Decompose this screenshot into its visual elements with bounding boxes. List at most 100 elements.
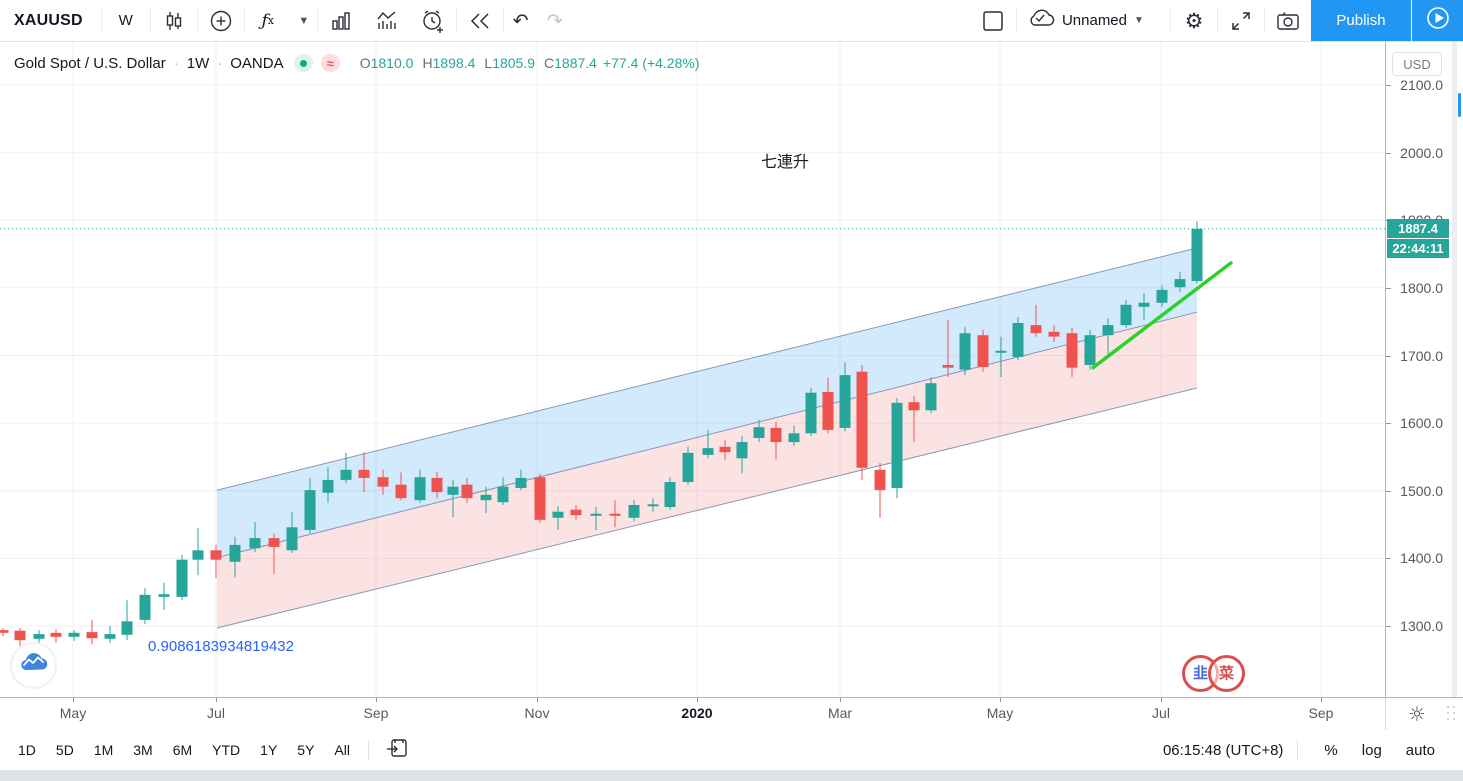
candle-body (891, 402, 903, 488)
legend-separator: · (217, 54, 223, 72)
candle-body (1156, 289, 1168, 303)
axis-settings-button[interactable]: ☼ (1408, 702, 1426, 726)
candle-body (805, 392, 817, 434)
chart-canvas[interactable]: 七連升 0.9086183934819432 (0, 42, 1385, 697)
x-axis-label: 2020 (681, 705, 713, 721)
open-value: 1810.0 (370, 55, 414, 71)
range-6m-button[interactable]: 6M (172, 742, 193, 758)
compare-button[interactable] (198, 0, 244, 41)
time-axis[interactable]: ☼ May Jul Sep Nov 2020 Mar May Jul Sep (0, 697, 1463, 731)
range-3m-button[interactable]: 3M (133, 742, 153, 758)
goto-date-button[interactable] (377, 730, 417, 771)
bar-replay-button[interactable] (457, 0, 503, 41)
right-scroll-track[interactable] (1452, 42, 1457, 697)
y-axis-label: 1800.0 (1400, 279, 1443, 296)
legend-exchange: OANDA (230, 54, 284, 72)
percent-scale-button[interactable]: % (1324, 741, 1338, 759)
range-1m-button[interactable]: 1M (93, 742, 114, 758)
x-axis-label: May (986, 705, 1014, 721)
interval-button[interactable]: W (118, 12, 133, 29)
auto-scale-button[interactable]: auto (1405, 741, 1435, 759)
chart-pane: 七連升 0.9086183934819432 Gold Spot / U.S. D… (0, 42, 1463, 697)
stamp-right-char: 菜 (1218, 665, 1234, 682)
annotation-text: 七連升 (761, 153, 809, 171)
forecast-zigzag-icon (375, 9, 399, 33)
high-value: 1898.4 (432, 55, 476, 71)
y-axis-label: 1700.0 (1400, 347, 1443, 364)
price-axis[interactable]: USD 1887.4 22:44:11 2100.02000.01900.018… (1385, 42, 1451, 697)
layout-chevron-icon[interactable]: ▼ (1134, 15, 1144, 26)
y-axis-tick (1386, 287, 1391, 289)
candle-body (395, 484, 407, 499)
candle-body (461, 484, 473, 499)
range-5y-button[interactable]: 5Y (297, 742, 315, 758)
session-clock[interactable]: 06:15:48 (UTC+8) (1162, 741, 1284, 759)
save-layout-button[interactable]: Unnamed ▼ (1017, 0, 1170, 41)
candle-body (1138, 302, 1150, 307)
publish-play-button[interactable] (1412, 0, 1463, 41)
publish-button[interactable]: Publish (1311, 0, 1411, 41)
candle-body (121, 621, 133, 635)
stamp-logo: 韭 菜 (1182, 655, 1245, 692)
channel-ratio-label: 0.9086183934819432 (148, 638, 294, 655)
chart-watermark-logo[interactable] (10, 642, 57, 689)
candle-body (414, 477, 426, 501)
candle-body (68, 632, 80, 637)
approx-icon: ≈ (326, 55, 334, 71)
chart-type-button[interactable] (151, 0, 197, 41)
candle-body (942, 365, 954, 368)
symbol-button[interactable]: XAUUSD (14, 11, 83, 29)
right-scroll-thumb[interactable] (1458, 93, 1461, 117)
y-axis-label: 1400.0 (1400, 550, 1443, 567)
templates-button[interactable] (364, 0, 410, 41)
channel-upper-fill (217, 248, 1197, 558)
market-status-pill[interactable] (293, 54, 313, 72)
candle-body (33, 634, 45, 639)
alert-button[interactable] (410, 0, 456, 41)
last-price-tag: 1887.4 (1387, 218, 1449, 238)
financials-button[interactable] (318, 0, 364, 41)
toolbar-divider (367, 740, 369, 760)
x-axis-tick (216, 698, 217, 702)
range-1y-button[interactable]: 1Y (260, 742, 278, 758)
range-all-button[interactable]: All (334, 742, 350, 758)
y-axis-label: 1600.0 (1400, 415, 1443, 432)
y-axis-tick (1386, 423, 1391, 425)
legend-interval: 1W (186, 54, 210, 72)
approximation-pill[interactable]: ≈ (320, 54, 340, 72)
candle-body (139, 594, 151, 620)
chart-legend[interactable]: Gold Spot / U.S. Dollar · 1W · OANDA ≈ O… (14, 54, 699, 72)
candle-body (1191, 228, 1203, 282)
candle-body (377, 477, 389, 487)
candle-body (515, 477, 527, 488)
candle-body (14, 630, 26, 641)
fullscreen-button[interactable] (1218, 0, 1264, 41)
layout-button[interactable] (970, 0, 1016, 41)
y-axis-label: 2000.0 (1400, 144, 1443, 161)
axis-drag-handle-icon[interactable] (1443, 699, 1461, 729)
candle-body (1084, 335, 1096, 365)
x-axis-tick (697, 698, 698, 702)
bottom-toolbar: 1D 5D 1M 3M 6M YTD 1Y 5Y All 06:15:48 (U… (0, 730, 1463, 771)
toolbar-spacer (572, 0, 970, 41)
chart-settings-button[interactable]: ⚙ (1171, 0, 1217, 41)
currency-button[interactable]: USD (1392, 52, 1442, 76)
range-ytd-button[interactable]: YTD (212, 742, 241, 758)
candle-body (340, 469, 352, 480)
x-axis-label: Jul (207, 705, 225, 721)
toolbar-divider (1015, 8, 1017, 33)
indicators-chevron-icon[interactable]: ▼ (298, 14, 310, 27)
candle-body (1174, 279, 1186, 288)
redo-button[interactable]: ↷ (546, 9, 563, 32)
range-1d-button[interactable]: 1D (18, 742, 36, 758)
log-scale-button[interactable]: log (1361, 741, 1382, 759)
x-axis-tick (537, 698, 538, 702)
snapshot-button[interactable] (1265, 0, 1311, 41)
legend-separator: · (173, 54, 179, 72)
undo-button[interactable]: ↶ (512, 9, 529, 32)
candle-body (874, 469, 886, 491)
y-axis-label: 1500.0 (1400, 482, 1443, 499)
range-5d-button[interactable]: 5D (55, 742, 74, 758)
candle-body (0, 630, 9, 633)
